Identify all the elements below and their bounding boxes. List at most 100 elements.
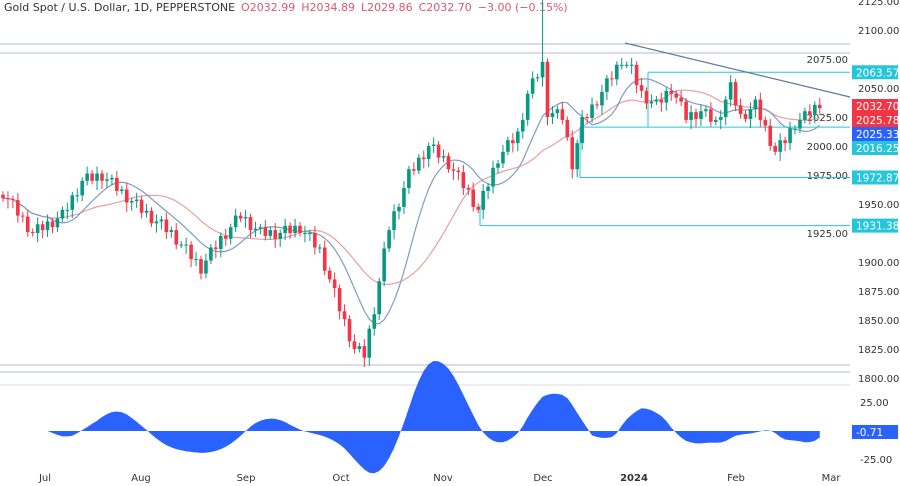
candle-body xyxy=(164,219,169,233)
badge-text: 2025.33 xyxy=(856,129,899,141)
badge-bg xyxy=(852,141,898,155)
candle-body xyxy=(189,244,193,260)
candle-body xyxy=(105,179,109,181)
badge-bg xyxy=(852,65,898,80)
y-tick-label: 1975.00 xyxy=(807,171,848,182)
candle-body xyxy=(788,128,792,144)
candle-body xyxy=(219,235,223,249)
price-change: −3.00 (−0.15%) xyxy=(477,1,568,14)
ohlc-close: C2032.70 xyxy=(418,1,472,14)
badge-text: 2063.57 xyxy=(856,67,899,79)
candle-body xyxy=(570,137,575,170)
candle-body xyxy=(248,217,253,231)
candle-body xyxy=(16,200,20,216)
candle-body xyxy=(758,99,763,120)
candle-body xyxy=(318,247,322,249)
candle-body xyxy=(30,232,35,234)
candle-body xyxy=(615,64,619,80)
candle-body xyxy=(525,93,530,120)
candle-body xyxy=(471,189,476,207)
candle-body xyxy=(694,112,698,119)
candle-body xyxy=(322,247,327,271)
y-tick-label: 1800.00 xyxy=(858,374,899,385)
candle-body xyxy=(555,109,560,114)
candle-body xyxy=(55,218,60,228)
candle-body xyxy=(65,209,70,211)
candle-body xyxy=(342,311,347,320)
candle-body xyxy=(120,189,124,191)
candle-body xyxy=(580,117,584,144)
candle-body xyxy=(808,111,812,116)
candle-body xyxy=(595,104,599,106)
candle-body xyxy=(540,61,545,78)
candle-body xyxy=(159,219,164,222)
candle-body xyxy=(431,144,436,146)
candle-body xyxy=(763,119,768,126)
candle-body xyxy=(223,235,228,239)
candle-body xyxy=(733,82,738,106)
candle-body xyxy=(377,281,381,315)
candle-body xyxy=(501,151,505,164)
candle-body xyxy=(421,157,426,160)
x-tick-label: Feb xyxy=(727,473,745,484)
candle-body xyxy=(298,225,302,233)
candle-body xyxy=(535,77,540,79)
candle-body xyxy=(605,78,609,92)
candle-body xyxy=(288,225,292,233)
candle-body xyxy=(80,180,84,196)
candle-body xyxy=(629,64,634,66)
candle-body xyxy=(258,227,263,229)
candle-body xyxy=(669,90,674,94)
candle-body xyxy=(803,111,807,120)
candle-body xyxy=(243,217,248,219)
ohlc-open: O2032.99 xyxy=(241,1,296,14)
candle-body xyxy=(367,328,372,358)
y-tick-label: 1900.00 xyxy=(858,258,899,269)
candle-body xyxy=(134,199,139,202)
y-tick-label: 1850.00 xyxy=(858,316,899,327)
candle-body xyxy=(813,104,817,116)
candle-body xyxy=(50,221,55,228)
candle-body xyxy=(179,244,183,246)
candle-body xyxy=(332,279,337,289)
candle-body xyxy=(337,288,342,312)
candle-body xyxy=(753,99,758,110)
candle-body xyxy=(644,90,649,104)
candle-body xyxy=(233,215,238,228)
candle-body xyxy=(70,195,75,210)
y-tick-label: 1925.00 xyxy=(807,229,848,240)
candle-body xyxy=(194,259,198,261)
oscillator-badge: -0.71 xyxy=(852,425,898,439)
level-badge: 2016.25 xyxy=(852,141,899,155)
symbol-title: Gold Spot / U.S. Dollar, 1D, PEPPERSTONE xyxy=(4,1,236,14)
y-tick-label: 2000.00 xyxy=(807,142,848,153)
badge-text: 1972.87 xyxy=(856,172,899,184)
y-tick-label: 1950.00 xyxy=(858,200,899,211)
x-tick-label: Nov xyxy=(433,473,453,484)
candle-body xyxy=(679,97,683,102)
candle-body xyxy=(639,85,644,91)
candle-body xyxy=(397,206,401,212)
x-tick-label: Sep xyxy=(237,473,256,484)
candle-body xyxy=(778,140,782,152)
candle-body xyxy=(451,169,456,171)
candle-body xyxy=(209,247,213,261)
candle-body xyxy=(664,90,669,103)
candle-body xyxy=(511,140,515,144)
candle-body xyxy=(407,169,411,189)
candle-body xyxy=(649,101,654,104)
y-tick-label: 2125.00 xyxy=(858,0,899,8)
badge-text: 2025.78 xyxy=(856,115,899,127)
oscillator-area xyxy=(3,360,820,474)
candle-body xyxy=(461,172,466,189)
candle-body xyxy=(149,210,154,224)
y-tick-label: 2075.00 xyxy=(807,55,848,66)
candle-body xyxy=(689,112,693,120)
candle-body xyxy=(520,119,525,132)
candle-body xyxy=(144,210,149,213)
candle-body xyxy=(382,248,386,282)
candle-body xyxy=(169,230,174,233)
candle-body xyxy=(634,64,639,86)
badge-text: 1931.38 xyxy=(856,221,899,233)
